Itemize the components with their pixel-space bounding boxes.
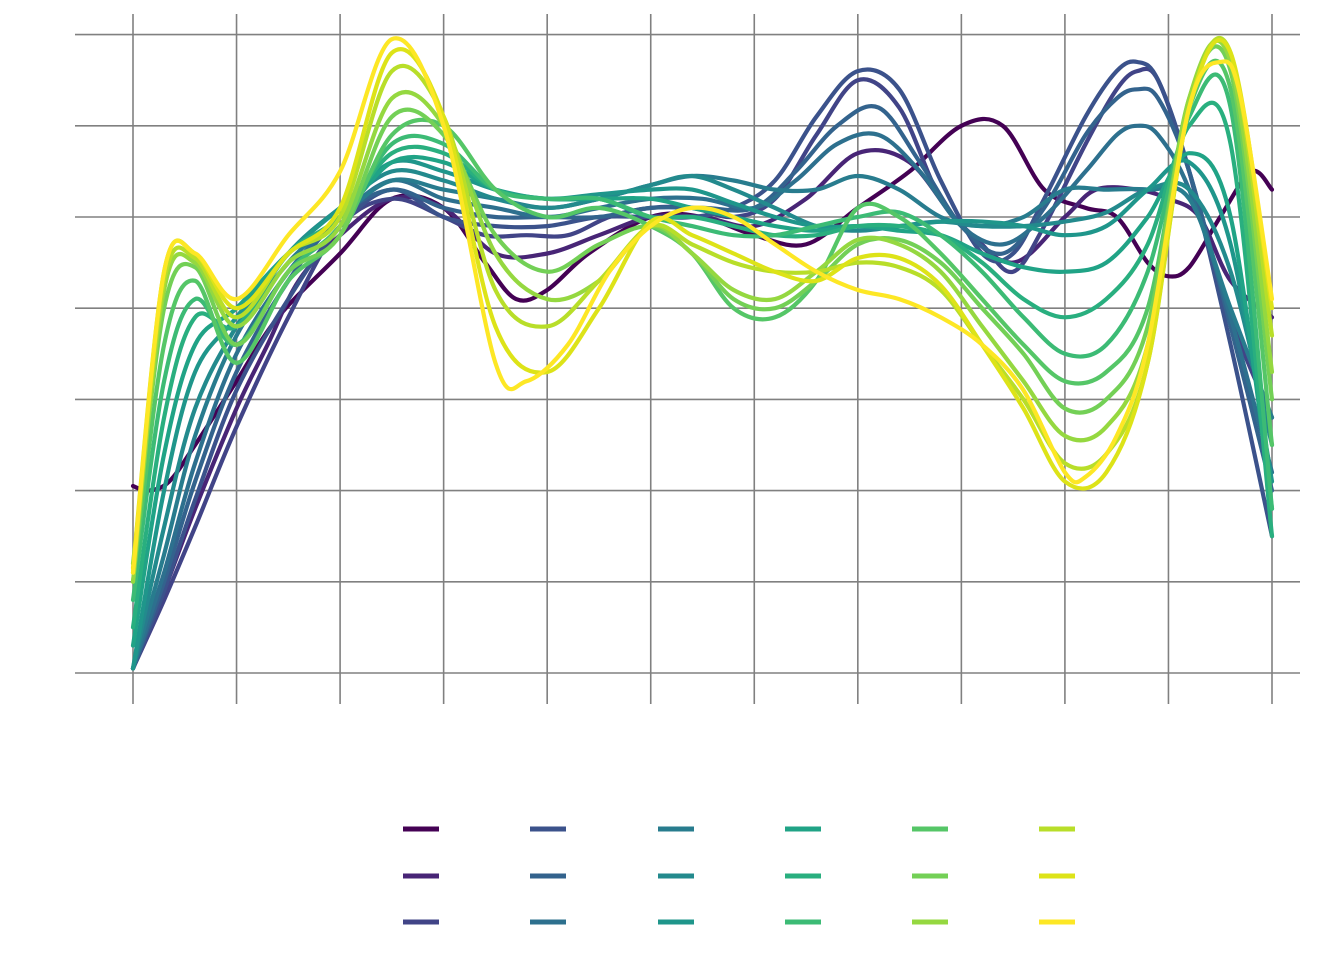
series-line-18 <box>130 36 1275 575</box>
series-line-14 <box>130 44 1275 566</box>
series-line-11 <box>130 100 1275 630</box>
legend <box>403 826 1075 925</box>
series-line-3 <box>130 66 1275 671</box>
series-line-13 <box>130 58 1275 584</box>
plot-area <box>130 35 1275 671</box>
series-line-17 <box>130 37 1275 571</box>
series-line-15 <box>130 38 1275 584</box>
series-line-9 <box>130 158 1275 671</box>
series-line-4 <box>130 59 1275 671</box>
